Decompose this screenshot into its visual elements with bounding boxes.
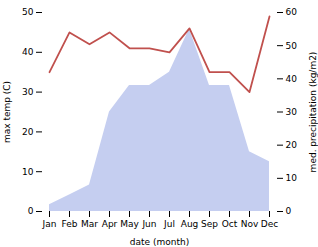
svg-text:Apr: Apr — [102, 219, 118, 229]
svg-text:Feb: Feb — [62, 219, 78, 229]
svg-text:20: 20 — [22, 127, 34, 137]
svg-text:10: 10 — [22, 167, 34, 177]
svg-text:0: 0 — [286, 206, 292, 216]
svg-text:max temp (C): max temp (C) — [2, 81, 12, 143]
svg-text:50: 50 — [22, 7, 34, 17]
svg-text:30: 30 — [22, 87, 34, 97]
svg-text:40: 40 — [286, 74, 298, 84]
svg-text:May: May — [120, 219, 139, 229]
svg-text:Oct: Oct — [222, 219, 238, 229]
svg-text:60: 60 — [286, 7, 298, 17]
svg-text:med. precipitation (kg/m2): med. precipitation (kg/m2) — [308, 52, 318, 173]
svg-text:Mar: Mar — [81, 219, 98, 229]
svg-text:date (month): date (month) — [130, 237, 189, 247]
svg-text:30: 30 — [286, 107, 298, 117]
svg-text:50: 50 — [286, 41, 298, 51]
svg-text:Aug: Aug — [181, 219, 199, 229]
svg-text:Sep: Sep — [201, 219, 218, 229]
svg-text:40: 40 — [22, 47, 34, 57]
svg-text:Dec: Dec — [261, 219, 278, 229]
svg-text:0: 0 — [28, 206, 34, 216]
svg-text:Jul: Jul — [163, 219, 175, 229]
svg-text:20: 20 — [286, 140, 298, 150]
svg-text:10: 10 — [286, 173, 298, 183]
svg-text:Jan: Jan — [42, 219, 57, 229]
svg-text:Jun: Jun — [141, 219, 156, 229]
svg-text:Nov: Nov — [241, 219, 259, 229]
